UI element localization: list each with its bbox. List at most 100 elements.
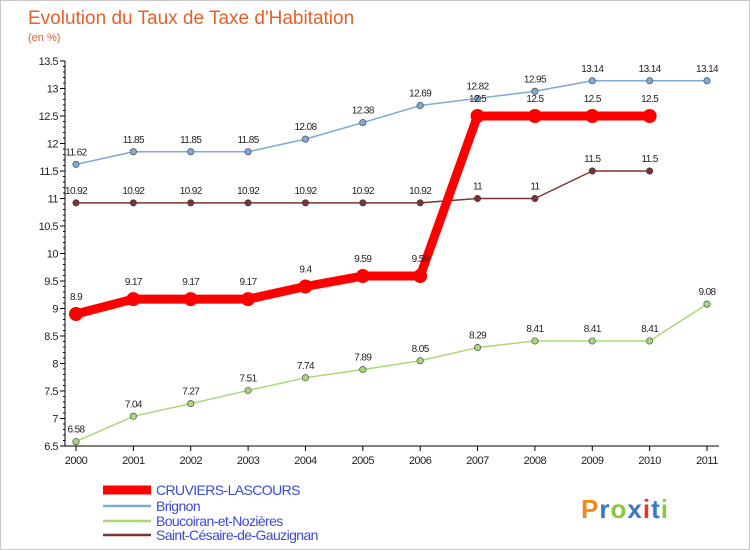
data-point-boucoiran-et-nozieres [474,344,482,352]
data-label-cruviers-lascours: 9.4 [299,265,312,276]
data-point-boucoiran-et-nozieres [703,300,711,308]
data-label-cruviers-lascours: 12.5 [641,94,659,105]
data-label-saint-cesaire-de-gauzignan: 10.92 [409,186,432,197]
data-label-cruviers-lascours: 12.5 [469,94,487,105]
data-point-saint-cesaire-de-gauzignan [359,199,367,207]
chart-subtitle: (en %) [28,32,60,44]
logo-letter: P [581,494,599,524]
data-point-saint-cesaire-de-gauzignan [474,195,482,203]
data-label-saint-cesaire-de-gauzignan: 11 [530,182,540,193]
data-point-brignon [646,77,654,85]
data-point-cruviers-lascours [355,269,370,284]
data-point-cruviers-lascours [183,292,198,307]
series-line-brignon [75,80,708,166]
data-point-cruviers-lascours [241,292,256,307]
data-point-cruviers-lascours [69,307,83,321]
data-label-boucoiran-et-nozieres: 8.29 [469,331,487,342]
legend-label-boucoiran-et-nozieres: Boucoiran-et-Nozières [156,513,283,529]
data-label-boucoiran-et-nozieres: 7.27 [182,387,200,398]
data-point-saint-cesaire-de-gauzignan [301,199,309,207]
data-point-boucoiran-et-nozieres [301,374,309,382]
data-label-saint-cesaire-de-gauzignan: 11.5 [584,154,601,165]
legend: CRUVIERS-LASCOURSBrignonBoucoiran-et-Noz… [103,482,318,543]
logo-letter: t [651,494,661,524]
data-label-saint-cesaire-de-gauzignan: 11 [473,182,483,193]
data-label-brignon: 12.95 [524,74,547,85]
data-label-brignon: 12.69 [409,89,432,100]
data-point-saint-cesaire-de-gauzignan [416,199,424,207]
data-label-cruviers-lascours: 9.17 [182,277,200,288]
data-label-boucoiran-et-nozieres: 7.89 [354,353,372,364]
y-tick-label: 8 [52,359,58,371]
data-label-cruviers-lascours: 9.59 [412,254,430,265]
data-point-cruviers-lascours [642,109,657,123]
data-point-cruviers-lascours [298,279,313,294]
data-point-cruviers-lascours [413,269,428,284]
data-label-boucoiran-et-nozieres: 7.74 [297,361,315,372]
y-tick-label: 7.5 [44,386,58,398]
data-point-brignon [244,148,252,156]
data-label-cruviers-lascours: 12.5 [584,94,602,105]
data-point-brignon [703,77,711,85]
x-tick-label: 2005 [352,455,375,467]
data-point-cruviers-lascours [126,292,141,307]
data-label-saint-cesaire-de-gauzignan: 10.92 [237,186,260,197]
data-label-brignon: 13.14 [696,64,719,75]
data-point-boucoiran-et-nozieres [531,337,539,345]
axes: 6.5 7 7.5 8 8.5 9 9.5 10 10.5 11 11.5 12 12.5 13 13.5 2… [39,56,719,467]
data-point-saint-cesaire-de-gauzignan [588,167,596,175]
y-tick-label: 11 [48,194,59,206]
data-label-boucoiran-et-nozieres: 6.58 [67,425,85,436]
y-tick-label: 13.5 [39,56,59,68]
data-label-boucoiran-et-nozieres: 8.41 [641,324,659,335]
x-tick-label: 2004 [294,455,317,467]
data-label-cruviers-lascours: 8.9 [70,292,83,303]
logo-letter: i [643,494,651,524]
data-point-saint-cesaire-de-gauzignan [129,199,137,207]
data-label-cruviers-lascours: 9.59 [354,254,372,265]
data-point-boucoiran-et-nozieres [129,412,137,420]
data-point-saint-cesaire-de-gauzignan [531,195,539,203]
x-tick-label: 2011 [696,455,718,467]
y-tick-label: 12.5 [39,111,59,123]
x-tick-label: 2010 [638,455,661,467]
data-label-brignon: 11.85 [180,135,202,146]
logo-letter: i [661,494,669,524]
x-tick-label: 2007 [466,455,489,467]
data-point-cruviers-lascours [527,109,542,123]
data-label-brignon: 11.85 [237,135,259,146]
data-point-cruviers-lascours [585,109,600,123]
data-label-saint-cesaire-de-gauzignan: 10.92 [180,186,203,197]
y-tick-label: 7 [52,414,58,426]
data-label-brignon: 13.14 [639,64,662,75]
data-point-boucoiran-et-nozieres [416,357,424,365]
y-tick-label: 13 [47,84,59,96]
data-labels: 6.58 7.04 7.27 7.51 7.74 7.89 8.05 8.29 8.41 8.41… [65,64,720,436]
data-point-brignon [588,77,596,85]
data-point-brignon [301,135,309,143]
y-tick-label: 9.5 [44,276,58,288]
x-tick-label: 2001 [122,455,145,467]
data-point-boucoiran-et-nozieres [72,438,80,446]
data-label-boucoiran-et-nozieres: 7.04 [125,399,143,410]
data-label-boucoiran-et-nozieres: 9.08 [698,287,716,298]
legend-label-cruviers-lascours: CRUVIERS-LASCOURS [156,482,300,498]
data-point-brignon [187,148,195,156]
x-tick-label: 2008 [524,455,547,467]
data-point-saint-cesaire-de-gauzignan [187,199,195,207]
y-tick-label: 8.5 [44,331,58,343]
data-label-saint-cesaire-de-gauzignan: 10.92 [122,186,145,197]
data-label-boucoiran-et-nozieres: 8.05 [412,344,430,355]
data-label-cruviers-lascours: 9.17 [240,277,258,288]
data-label-saint-cesaire-de-gauzignan: 11.5 [641,154,658,165]
legend-label-brignon: Brignon [156,498,200,514]
logo-letter: r [599,494,610,524]
y-tick-label: 12 [47,139,59,151]
data-point-brignon [129,148,137,156]
x-tick-label: 2006 [409,455,432,467]
series-layer [69,77,711,446]
x-tick-label: 2009 [581,455,604,467]
x-tick-label: 2000 [65,455,88,467]
